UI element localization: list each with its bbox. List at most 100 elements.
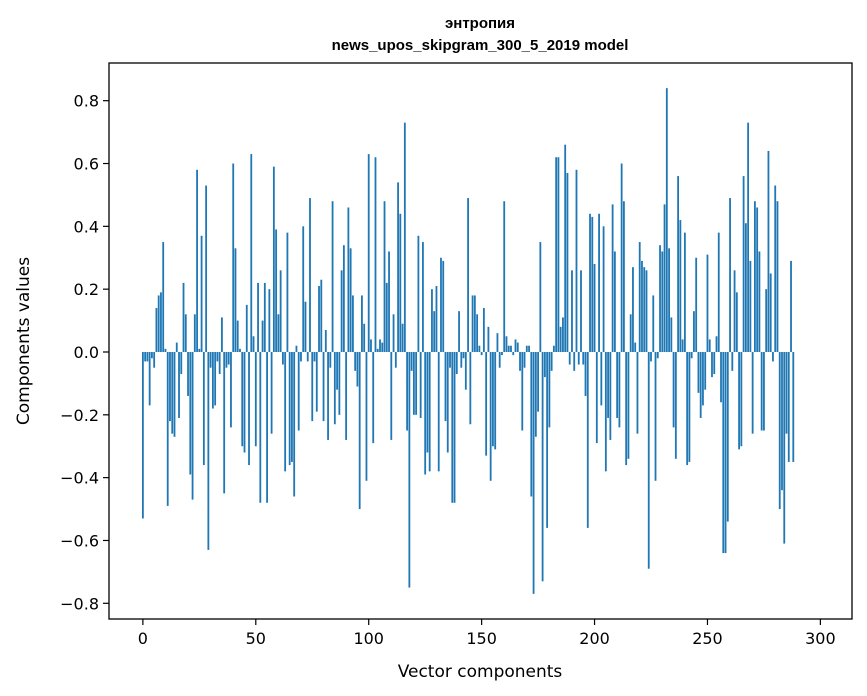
bar: [559, 326, 562, 352]
bar: [385, 282, 388, 352]
bar: [286, 232, 289, 352]
bar: [747, 122, 750, 352]
bar: [613, 251, 616, 352]
bar: [501, 351, 503, 356]
bar: [302, 226, 305, 352]
bar: [437, 351, 440, 472]
bar: [555, 157, 558, 352]
bar: [313, 351, 316, 362]
bar: [379, 339, 381, 352]
bar: [331, 201, 334, 352]
bar: [169, 351, 171, 422]
bar: [394, 351, 397, 368]
bar: [388, 251, 390, 352]
bar: [254, 351, 257, 447]
bar: [586, 351, 589, 528]
bar: [507, 345, 510, 352]
bar: [521, 351, 524, 431]
bar: [216, 351, 219, 362]
bar: [451, 351, 454, 503]
bar: [155, 308, 158, 352]
bar: [767, 150, 770, 352]
bar: [647, 351, 650, 569]
bar: [778, 351, 781, 510]
x-tick-label: 250: [692, 629, 723, 648]
bar: [677, 176, 680, 352]
bar: [478, 345, 481, 352]
chart-subtitle: news_upos_skipgram_300_5_2019 model: [332, 37, 629, 54]
y-tick-label: 0.6: [74, 155, 99, 174]
bar: [415, 351, 418, 415]
bar: [683, 232, 686, 352]
bar: [171, 351, 174, 434]
bar: [785, 351, 788, 434]
bar: [482, 308, 485, 352]
bar: [232, 163, 235, 352]
bar: [494, 351, 497, 450]
bar: [270, 351, 273, 434]
bar: [654, 351, 657, 481]
x-tick-label: 300: [805, 629, 836, 648]
bar: [681, 339, 684, 352]
bar: [663, 204, 666, 352]
bar: [492, 351, 494, 447]
bar: [376, 348, 379, 352]
bar: [659, 245, 661, 352]
bar: [641, 260, 643, 352]
bar: [598, 213, 600, 352]
bar: [532, 351, 535, 594]
bar: [250, 154, 253, 352]
bar: [419, 351, 422, 418]
bar: [751, 351, 754, 434]
bar: [160, 292, 162, 352]
bar: [225, 351, 228, 368]
bar: [516, 342, 519, 352]
x-tick-label: 150: [466, 629, 497, 648]
bar: [514, 339, 517, 352]
bar: [268, 289, 271, 352]
bar: [164, 348, 167, 352]
bar: [584, 351, 587, 396]
bar: [568, 351, 571, 365]
bar: [148, 351, 151, 406]
bar: [464, 351, 467, 390]
bar: [593, 264, 596, 352]
bar: [151, 351, 153, 359]
bar: [453, 351, 456, 503]
bar: [410, 351, 413, 371]
bar: [582, 351, 585, 365]
bar: [367, 154, 370, 352]
bar: [720, 351, 722, 403]
bar: [144, 351, 147, 362]
bar: [740, 351, 743, 447]
bar: [397, 182, 399, 352]
bar: [591, 216, 594, 352]
y-tick-label: 0.4: [74, 217, 99, 236]
bar: [462, 351, 465, 359]
bar: [575, 169, 578, 352]
bar: [214, 351, 217, 406]
y-axis-ticks: −0.8 −0.6 −0.4 −0.2 0.0 0.2 0.4 0.6 0.8: [60, 92, 109, 613]
bar: [690, 351, 693, 359]
bar: [318, 286, 320, 352]
bar: [562, 317, 564, 352]
bar: [184, 314, 187, 352]
bar: [512, 351, 515, 356]
bar: [259, 351, 262, 503]
bar: [166, 351, 169, 506]
bar: [422, 242, 424, 352]
bar: [320, 279, 323, 352]
bar: [672, 351, 675, 428]
bar: [455, 351, 458, 374]
bar: [469, 351, 472, 425]
bar: [187, 351, 189, 396]
bar: [537, 351, 539, 412]
bar: [288, 351, 291, 466]
bar: [693, 311, 695, 352]
bar: [729, 198, 731, 352]
bar: [790, 260, 792, 352]
bar: [311, 351, 314, 422]
bar: [573, 351, 576, 371]
bar: [715, 336, 718, 352]
